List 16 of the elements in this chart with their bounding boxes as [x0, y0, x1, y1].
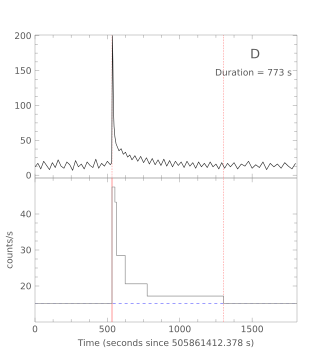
- y-tick-label: 0: [26, 172, 31, 179]
- y-tick-label: 200: [15, 32, 31, 40]
- y-tick-label: 150: [15, 67, 31, 74]
- x-tick-label: 1000: [169, 326, 191, 332]
- annotation: Duration = 773 s: [216, 68, 292, 76]
- x-tick-label: 0: [32, 326, 38, 332]
- y-tick-label: 100: [15, 102, 31, 109]
- y-tick-label: 50: [20, 136, 31, 144]
- y-axis-title: counts/s: [6, 232, 14, 268]
- y-tick-label: 30: [20, 246, 31, 254]
- y-tick-label: 40: [20, 210, 31, 218]
- x-tick-label: 500: [100, 326, 116, 332]
- x-tick-label: 1500: [242, 326, 263, 332]
- annotation: D: [251, 48, 260, 58]
- y-tick-label: 20: [20, 282, 31, 290]
- x-axis-title: Time (seconds since 505861412.378 s): [78, 339, 254, 348]
